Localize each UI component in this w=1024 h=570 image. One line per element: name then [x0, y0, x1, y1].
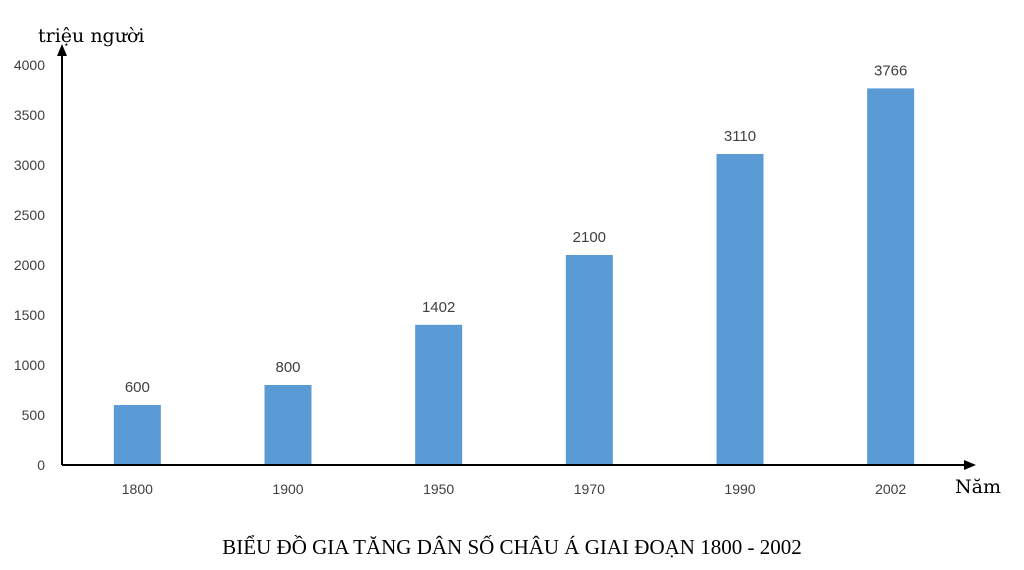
y-tick-label: 500 [22, 407, 46, 423]
bar-1900 [264, 385, 312, 465]
y-tick-label: 2500 [14, 207, 45, 223]
y-tick-label: 4000 [14, 57, 45, 73]
data-label-2002: 3766 [874, 62, 907, 79]
y-axis-arrow [57, 44, 67, 56]
data-label-1900: 800 [275, 359, 300, 376]
x-tick-label-1990: 1990 [724, 481, 755, 497]
x-tick-label-2002: 2002 [875, 481, 906, 497]
bar-1970 [565, 255, 613, 465]
bar-1990 [716, 154, 764, 465]
x-axis-ticks: 1800 1900 1950 1970 1990 2002 [122, 481, 907, 497]
y-tick-label: 1000 [14, 357, 45, 373]
bar-2002 [867, 88, 915, 466]
bar-1800 [113, 405, 161, 465]
bar-chart: 0 500 1000 1500 2000 2500 3000 3500 4000 600 800 1… [14, 25, 1001, 498]
bars [113, 88, 915, 466]
data-label-1970: 2100 [573, 229, 606, 246]
x-tick-label-1970: 1970 [574, 481, 605, 497]
x-axis-label: Năm [955, 476, 1001, 498]
data-labels: 600 800 1402 2100 3110 3766 [125, 62, 908, 396]
x-tick-label-1800: 1800 [122, 481, 153, 497]
data-label-1990: 3110 [724, 128, 756, 145]
data-label-1950: 1402 [422, 299, 455, 316]
y-tick-label: 1500 [14, 307, 45, 323]
data-label-1800: 600 [125, 379, 150, 396]
y-tick-label: 0 [37, 457, 45, 473]
y-tick-label: 3500 [14, 107, 45, 123]
y-axis-label: triệu người [38, 25, 144, 47]
x-axis-arrow [964, 460, 976, 470]
y-tick-label: 2000 [14, 257, 45, 273]
chart-title: BIỂU ĐỒ GIA TĂNG DÂN SỐ CHÂU Á GIAI ĐOẠN… [222, 535, 802, 559]
x-tick-label-1950: 1950 [423, 481, 454, 497]
y-axis-ticks: 0 500 1000 1500 2000 2500 3000 3500 4000 [14, 57, 45, 473]
y-tick-label: 3000 [14, 157, 45, 173]
bar-1950 [415, 324, 463, 465]
x-tick-label-1900: 1900 [272, 481, 303, 497]
